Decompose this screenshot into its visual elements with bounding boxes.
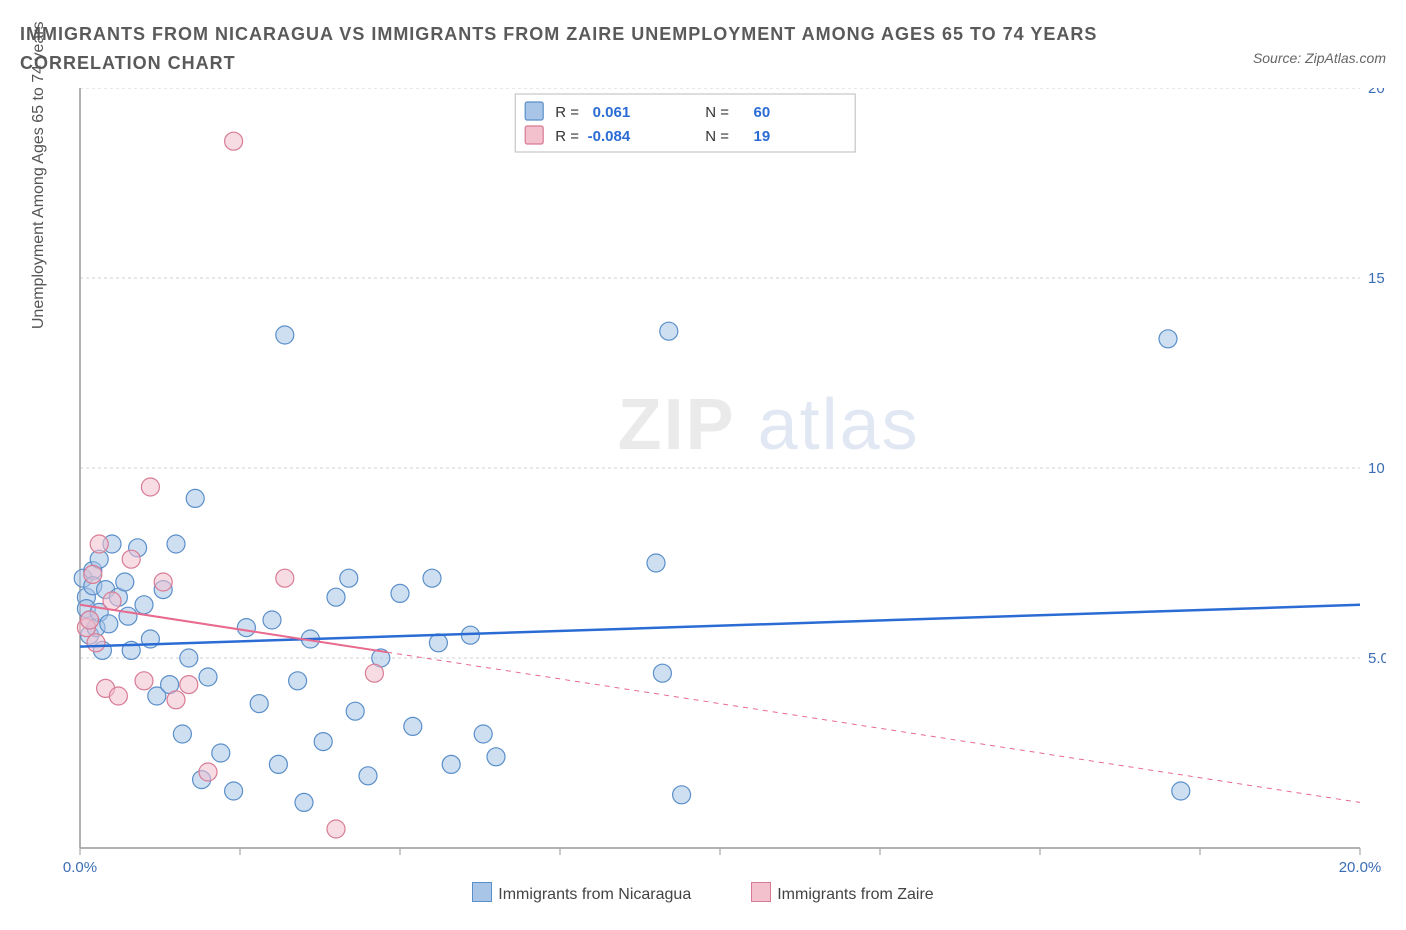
svg-text:19: 19 (754, 128, 771, 145)
svg-text:R =: R = (555, 104, 579, 121)
source-attribution: Source: ZipAtlas.com (1253, 50, 1386, 66)
svg-text:-0.084: -0.084 (588, 128, 631, 145)
svg-text:10.0%: 10.0% (1368, 460, 1386, 477)
correlation-scatter-chart: 5.0% 10.0% 15.0% 20.0% ZIP atlas 0.0% 20.0% R = 0… (20, 88, 1386, 878)
svg-text:N =: N = (705, 128, 729, 145)
svg-text:0.0%: 0.0% (63, 859, 97, 876)
legend-item-nicaragua: Immigrants from Nicaragua (472, 882, 691, 904)
svg-text:5.0%: 5.0% (1368, 650, 1386, 667)
svg-text:0.061: 0.061 (593, 104, 631, 121)
svg-text:ZIP: ZIP (618, 385, 736, 465)
svg-text:15.0%: 15.0% (1368, 270, 1386, 287)
svg-text:R =: R = (555, 128, 579, 145)
svg-text:20.0%: 20.0% (1368, 88, 1386, 97)
y-axis-label: Unemployment Among Ages 65 to 74 years (30, 21, 48, 329)
svg-text:60: 60 (754, 104, 771, 121)
svg-text:atlas: atlas (758, 385, 920, 465)
svg-text:N =: N = (705, 104, 729, 121)
legend-item-zaire: Immigrants from Zaire (751, 882, 933, 904)
svg-text:20.0%: 20.0% (1339, 859, 1382, 876)
bottom-legend: Immigrants from Nicaragua Immigrants fro… (20, 882, 1386, 904)
chart-title: IMMIGRANTS FROM NICARAGUA VS IMMIGRANTS … (20, 20, 1120, 78)
